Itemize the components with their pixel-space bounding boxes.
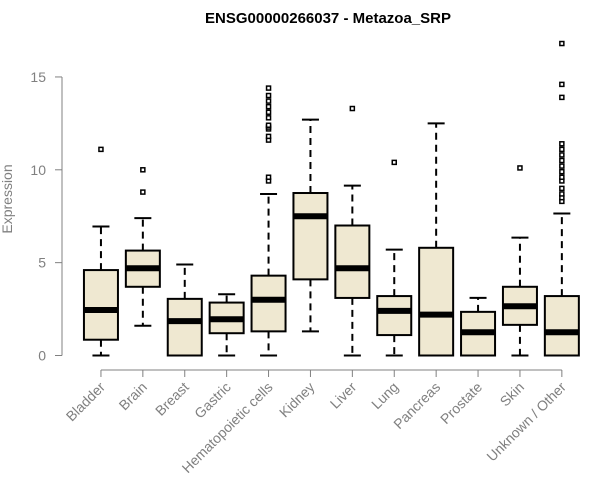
outlier-point <box>98 146 104 153</box>
outlier-point <box>265 103 272 110</box>
outlier-point <box>265 85 272 91</box>
x-tick-label: Breast <box>152 379 192 419</box>
box-breast <box>166 263 203 357</box>
outlier-point <box>559 141 565 147</box>
x-tick-label: Liver <box>327 379 360 412</box>
x-tick-label: Pancreas <box>390 379 443 432</box>
x-tick-label: Kidney <box>276 379 318 421</box>
y-tick-label: 10 <box>30 162 46 178</box>
y-tick-label: 15 <box>30 69 46 85</box>
box-kidney <box>292 118 329 333</box>
y-tick-label: 0 <box>38 348 46 364</box>
x-tick-label: Skin <box>497 379 528 410</box>
box-rect <box>376 295 413 337</box>
x-tick-label: Unknown / Other <box>483 379 569 465</box>
y-axis-label: Expression <box>0 164 15 233</box>
x-tick-label: Brain <box>116 379 150 413</box>
outlier-point <box>140 189 146 195</box>
box-gastric <box>208 293 245 357</box>
x-tick-label: Prostate <box>437 379 485 427</box>
outlier-point <box>265 109 272 115</box>
outlier-point <box>559 157 565 164</box>
outlier-point <box>559 152 565 158</box>
outlier-point <box>265 92 272 99</box>
box-hematopoietic-cells <box>250 85 287 357</box>
outlier-point <box>559 40 565 47</box>
outlier-point <box>559 168 565 175</box>
box-rect <box>418 246 455 357</box>
box-unknown-other <box>543 40 580 357</box>
boxes-group <box>82 40 580 357</box>
outlier-point <box>517 165 523 171</box>
box-rect <box>543 295 580 357</box>
outlier-point <box>140 167 146 173</box>
outlier-point <box>265 122 272 128</box>
x-tick-label: Bladder <box>63 379 109 425</box>
outlier-point <box>559 191 565 197</box>
outlier-point <box>559 81 565 88</box>
box-rect <box>334 224 371 299</box>
box-rect <box>82 269 119 341</box>
box-skin <box>501 165 538 357</box>
y-tick-label: 5 <box>38 255 46 271</box>
box-rect <box>250 274 287 333</box>
y-axis: 0 5 10 15 <box>30 69 63 364</box>
outlier-point <box>559 163 565 169</box>
x-tick-label: Lung <box>368 379 401 412</box>
outlier-point <box>349 105 356 112</box>
outlier-point <box>265 174 272 180</box>
outlier-point <box>559 146 565 153</box>
outlier-point <box>559 185 565 192</box>
box-brain <box>124 167 161 327</box>
outlier-point <box>265 115 272 121</box>
outlier-point <box>559 174 565 180</box>
outlier-point <box>391 159 397 166</box>
outlier-point <box>265 98 272 104</box>
box-bladder <box>82 146 119 357</box>
box-prostate <box>460 296 497 357</box>
box-rect <box>292 192 329 281</box>
outlier-point <box>559 94 565 101</box>
box-rect <box>166 297 203 357</box>
box-pancreas <box>418 122 455 357</box>
box-liver <box>334 105 371 357</box>
chart-title: ENSG00000266037 - Metazoa_SRP <box>205 10 451 27</box>
outlier-point <box>265 133 272 140</box>
box-lung <box>376 159 413 357</box>
